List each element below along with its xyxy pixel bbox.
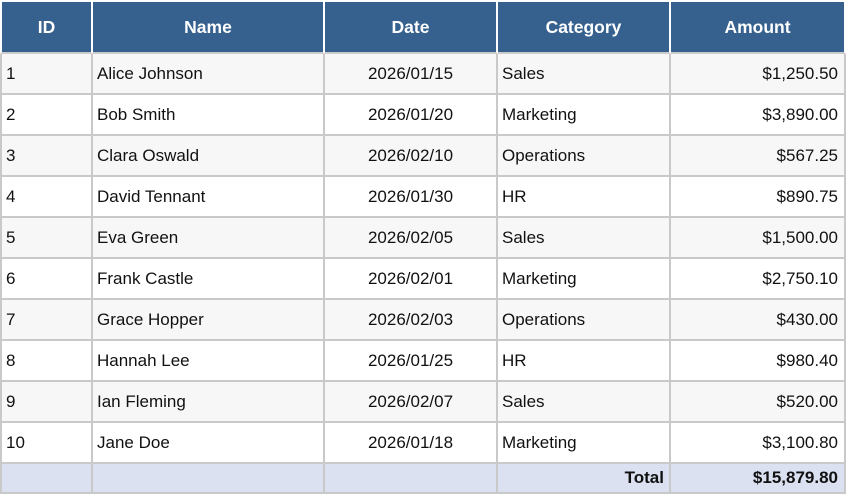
total-row: Total $15,879.80 [0,464,846,494]
cell-date: 2026/01/20 [325,95,498,136]
cell-amount: $980.40 [671,341,846,382]
cell-name: Ian Fleming [93,382,325,423]
cell-id: 1 [0,54,93,95]
cell-name: Alice Johnson [93,54,325,95]
table-row: 8 Hannah Lee 2026/01/25 HR $980.40 [0,341,846,382]
table-row: 1 Alice Johnson 2026/01/15 Sales $1,250.… [0,54,846,95]
cell-amount: $3,100.80 [671,423,846,464]
cell-category: Sales [498,54,671,95]
table-row: 4 David Tennant 2026/01/30 HR $890.75 [0,177,846,218]
total-amount: $15,879.80 [671,464,846,494]
total-empty-date-cell [325,464,498,494]
table-row: 7 Grace Hopper 2026/02/03 Operations $43… [0,300,846,341]
cell-id: 7 [0,300,93,341]
cell-id: 10 [0,423,93,464]
cell-date: 2026/01/18 [325,423,498,464]
header-name: Name [93,0,325,54]
cell-category: HR [498,177,671,218]
cell-name: Jane Doe [93,423,325,464]
header-amount: Amount [671,0,846,54]
cell-category: Marketing [498,95,671,136]
cell-date: 2026/01/30 [325,177,498,218]
cell-date: 2026/01/15 [325,54,498,95]
table-header-row: ID Name Date Category Amount [0,0,846,54]
cell-name: Clara Oswald [93,136,325,177]
cell-name: Grace Hopper [93,300,325,341]
cell-id: 2 [0,95,93,136]
total-label: Total [498,464,671,494]
cell-name: Bob Smith [93,95,325,136]
cell-date: 2026/02/07 [325,382,498,423]
table-body: 1 Alice Johnson 2026/01/15 Sales $1,250.… [0,54,846,464]
cell-name: David Tennant [93,177,325,218]
table-row: 10 Jane Doe 2026/01/18 Marketing $3,100.… [0,423,846,464]
cell-name: Frank Castle [93,259,325,300]
cell-category: Marketing [498,423,671,464]
cell-date: 2026/02/10 [325,136,498,177]
cell-amount: $890.75 [671,177,846,218]
cell-date: 2026/02/01 [325,259,498,300]
cell-amount: $567.25 [671,136,846,177]
header-id: ID [0,0,93,54]
header-date: Date [325,0,498,54]
cell-amount: $3,890.00 [671,95,846,136]
cell-id: 9 [0,382,93,423]
table-row: 6 Frank Castle 2026/02/01 Marketing $2,7… [0,259,846,300]
cell-id: 6 [0,259,93,300]
cell-id: 5 [0,218,93,259]
cell-category: HR [498,341,671,382]
cell-category: Marketing [498,259,671,300]
table-row: 9 Ian Fleming 2026/02/07 Sales $520.00 [0,382,846,423]
cell-date: 2026/01/25 [325,341,498,382]
cell-amount: $430.00 [671,300,846,341]
cell-category: Sales [498,218,671,259]
cell-date: 2026/02/05 [325,218,498,259]
table-row: 3 Clara Oswald 2026/02/10 Operations $56… [0,136,846,177]
cell-amount: $520.00 [671,382,846,423]
cell-id: 3 [0,136,93,177]
cell-category: Sales [498,382,671,423]
cell-category: Operations [498,300,671,341]
cell-category: Operations [498,136,671,177]
cell-amount: $2,750.10 [671,259,846,300]
cell-id: 8 [0,341,93,382]
total-empty-name-cell [93,464,325,494]
cell-name: Eva Green [93,218,325,259]
table-row: 5 Eva Green 2026/02/05 Sales $1,500.00 [0,218,846,259]
cell-id: 4 [0,177,93,218]
cell-amount: $1,500.00 [671,218,846,259]
table-row: 2 Bob Smith 2026/01/20 Marketing $3,890.… [0,95,846,136]
header-category: Category [498,0,671,54]
cell-name: Hannah Lee [93,341,325,382]
total-empty-id-cell [0,464,93,494]
cell-amount: $1,250.50 [671,54,846,95]
cell-date: 2026/02/03 [325,300,498,341]
